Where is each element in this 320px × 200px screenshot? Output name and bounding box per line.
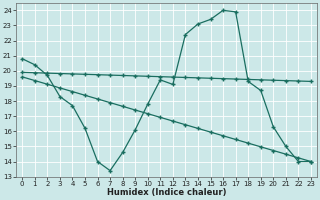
X-axis label: Humidex (Indice chaleur): Humidex (Indice chaleur) <box>107 188 226 197</box>
